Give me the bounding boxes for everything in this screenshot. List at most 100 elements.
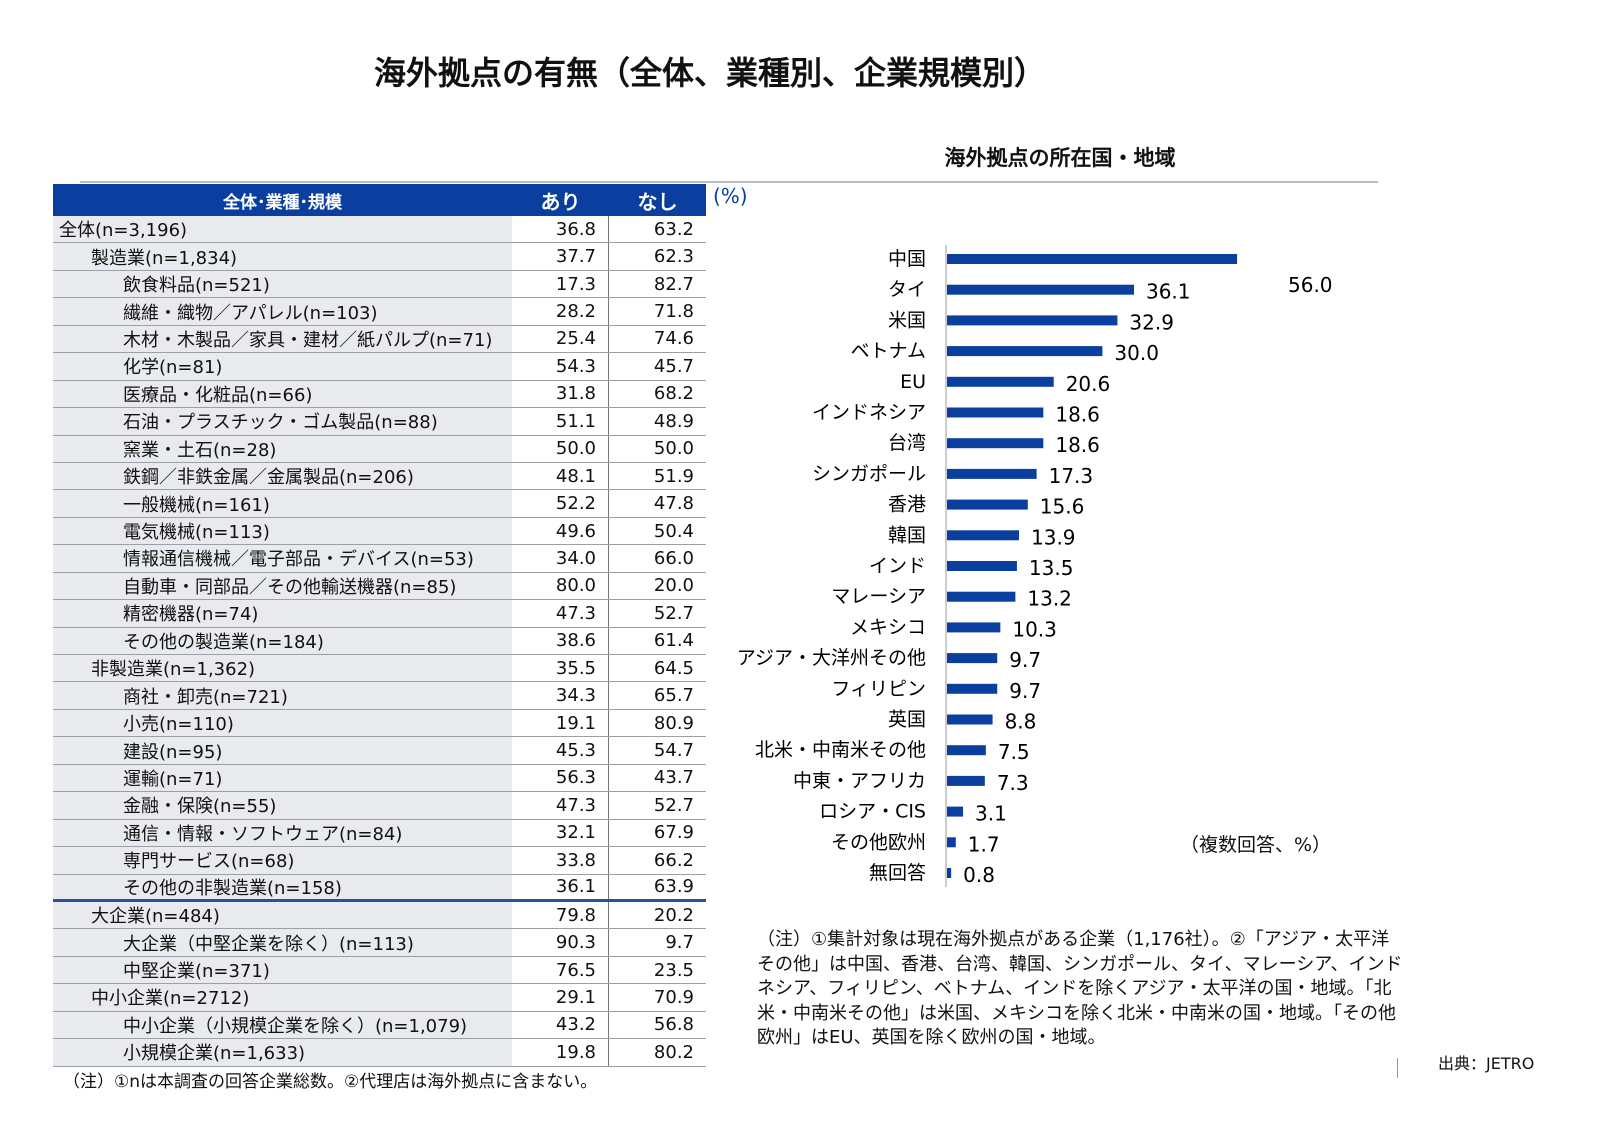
table-row: 小売(n=110) 19.1 80.9 [53,709,706,738]
row-no: 66.2 [653,849,694,871]
category-label: 英国 [888,709,926,731]
bar [947,530,1020,541]
table-row: 小規模企業(n=1,633) 19.8 80.2 [53,1039,706,1067]
bar [947,468,1037,479]
row-label: 運輸(n=71) [53,764,512,792]
row-label: 金融・保険(n=55) [53,792,512,819]
category-label: 無回答 [869,862,926,884]
row-label: 小売(n=110) [53,709,512,737]
row-yes: 37.7 [512,243,609,270]
table-row: 中小企業（小規模企業を除く）(n=1,079) 43.2 56.8 [53,1011,706,1040]
row-yes: 19.8 [512,1039,609,1066]
category-label: インド [869,555,926,577]
data-label: 18.6 [1055,403,1100,427]
row-label: その他の非製造業(n=158) [53,874,512,899]
table-row: その他の製造業(n=184) 38.6 61.4 [53,627,706,655]
row-no: 80.9 [653,712,694,734]
bar [947,284,1134,295]
category-label: シンガポール [812,463,926,485]
row-no: 80.2 [653,1041,694,1063]
bar [947,499,1028,510]
bar [947,837,956,848]
bar [947,254,1238,264]
table-row: 中堅企業(n=371) 76.5 23.5 [53,956,706,985]
row-no: 20.2 [653,904,694,926]
table-body: 全体(n=3,196) 36.8 63.2 製造業(n=1,834) 37.7 62.3 飲… [53,216,706,1067]
table-header: 全体･業種･規模 あり なし [53,184,706,216]
chart-note: （注）①集計対象は現在海外拠点がある企業（1,176社）。②「アジア・太平洋その… [757,929,1403,1048]
table-row: 木材・木製品／家具・建材／紙パルプ(n=71) 25.4 74.6 [53,325,706,354]
row-no: 67.9 [653,822,694,844]
row-yes: 50.0 [512,435,609,462]
row-label: 繊維・織物／アパレル(n=103) [53,298,512,325]
row-label: 石油・プラスチック・ゴム製品(n=88) [53,408,512,435]
row-no: 54.7 [653,740,694,762]
row-yes: 49.6 [512,517,609,545]
row-yes: 79.8 [512,901,609,929]
row-no: 74.6 [653,328,694,350]
data-label: 9.7 [1009,648,1041,672]
source-label: 出典：JETRO [1438,1054,1535,1073]
table-row: 非製造業(n=1,362) 35.5 64.5 [53,655,706,683]
row-label: その他の製造業(n=184) [53,627,512,654]
table-row: 金融・保険(n=55) 47.3 52.7 [53,792,706,820]
row-no: 68.2 [653,383,694,405]
bar [947,591,1016,602]
header-yes: あり [540,189,581,214]
table-note: （注）①nは本調査の回答企業総数。②代理店は海外拠点に含まない。 [63,1072,598,1092]
header-no: なし [637,189,678,214]
row-no: 52.7 [653,794,694,816]
row-no: 65.7 [653,685,694,707]
bar [947,315,1118,326]
bar [947,561,1017,571]
row-label: 中小企業(n=2712) [53,984,512,1011]
category-label: 米国 [888,309,926,331]
data-label: 7.3 [997,771,1029,795]
bar [947,438,1044,449]
category-label: メキシコ [850,616,926,638]
row-yes: 31.8 [512,380,609,408]
category-label: インドネシア [812,402,926,424]
data-label: 15.6 [1040,495,1085,519]
table-row: 鉄鋼／非鉄金属／金属製品(n=206) 48.1 51.9 [53,462,706,491]
table-row: 自動車・同部品／その他輸送機器(n=85) 80.0 20.0 [53,572,706,601]
row-yes: 51.1 [512,408,609,435]
bar [947,376,1054,387]
category-label: タイ [888,279,926,301]
category-label: ベトナム [851,340,926,362]
bar [947,407,1044,418]
row-no: 52.7 [653,602,694,624]
row-label: 自動車・同部品／その他輸送機器(n=85) [53,572,512,600]
row-label: 全体(n=3,196) [53,216,512,243]
table-row: 情報通信機械／電子部品・デバイス(n=53) 34.0 66.0 [53,545,706,573]
row-yes: 47.3 [512,792,609,819]
data-label: 30.0 [1114,341,1159,365]
bar [947,868,952,878]
category-label: 香港 [888,494,926,516]
row-label: 鉄鋼／非鉄金属／金属製品(n=206) [53,462,512,490]
row-label: 中小企業（小規模企業を除く）(n=1,079) [53,1011,512,1039]
bar [947,806,964,817]
table-row: 製造業(n=1,834) 37.7 62.3 [53,243,706,271]
header-category: 全体･業種･規模 [223,192,342,213]
row-yes: 32.1 [512,819,609,847]
table-row: 全体(n=3,196) 36.8 63.2 [53,216,706,244]
page-title: 海外拠点の有無（全体、業種別、企業規模別） [373,54,1046,92]
data-label: 56.0 [1288,273,1333,297]
row-yes: 34.0 [512,545,609,572]
row-yes: 36.1 [512,874,609,899]
row-label: 電気機械(n=113) [53,517,512,545]
row-yes: 48.1 [512,462,609,490]
row-label: 精密機器(n=74) [53,600,512,627]
bar [947,653,998,664]
bar [947,745,986,756]
bar [947,622,1001,633]
data-label: 13.5 [1029,556,1074,580]
category-label: アジア・大洋州その他 [737,647,926,669]
table-row: 繊維・織物／アパレル(n=103) 28.2 71.8 [53,298,706,326]
table-row: 化学(n=81) 54.3 45.7 [53,353,706,381]
category-label: 北米・中南米その他 [755,739,926,761]
table-row: 電気機械(n=113) 49.6 50.4 [53,517,706,546]
